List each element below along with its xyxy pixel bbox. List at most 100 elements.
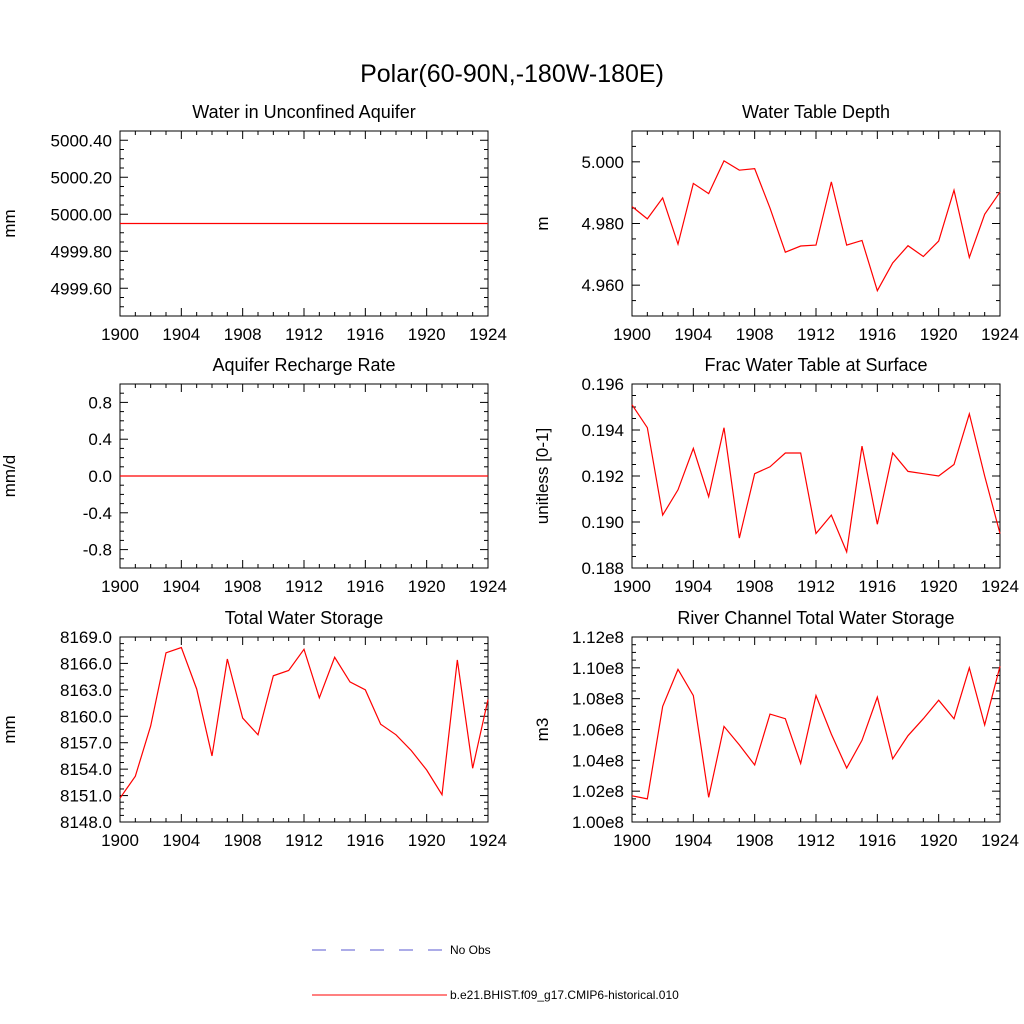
- x-tick-label: 1924: [981, 831, 1019, 850]
- x-tick-label: 1924: [981, 577, 1019, 596]
- x-tick-label: 1900: [101, 577, 139, 596]
- x-tick-label: 1908: [736, 325, 774, 344]
- y-tick-label: 1.10e8: [572, 659, 624, 678]
- x-tick-label: 1904: [674, 325, 712, 344]
- plot-frame: [631, 383, 1001, 569]
- x-tick-label: 1924: [469, 577, 507, 596]
- y-axis-label: mm: [0, 715, 19, 743]
- legend-obs-label: No Obs: [450, 943, 491, 957]
- series-line: [631, 665, 1001, 800]
- y-tick-label: 1.02e8: [572, 782, 624, 801]
- x-tick-label: 1912: [285, 831, 323, 850]
- y-axis-label: m3: [533, 718, 552, 742]
- y-tick-label: 8157.0: [60, 734, 112, 753]
- chart-panel-6: River Channel Total Water Storage 1900 190…: [533, 608, 1019, 850]
- x-tick-label: 1920: [920, 325, 958, 344]
- y-tick-label: 8160.0: [60, 707, 112, 726]
- y-tick-label: 4.980: [581, 215, 624, 234]
- chart-panel-2: Water Table Depth 1900 1904 1908 1912 1916 192…: [533, 102, 1019, 344]
- y-tick-label: 0.190: [581, 513, 624, 532]
- chart-panel-4: Frac Water Table at Surface 1900 1904 1908 1…: [533, 355, 1019, 596]
- y-tick-label: 8163.0: [60, 681, 112, 700]
- x-tick-label: 1900: [613, 577, 651, 596]
- panel-title: Water in Unconfined Aquifer: [192, 102, 415, 122]
- y-axis-label: unitless [0-1]: [533, 428, 552, 524]
- y-tick-label: 8166.0: [60, 654, 112, 673]
- x-tick-label: 1920: [408, 577, 446, 596]
- y-tick-label: 5000.40: [51, 131, 112, 150]
- chart-panel-3: Aquifer Recharge Rate 1900 1904 1908 1912 191…: [0, 355, 507, 596]
- x-tick-label: 1908: [736, 831, 774, 850]
- y-tick-label: 8169.0: [60, 628, 112, 647]
- x-tick-label: 1916: [346, 831, 384, 850]
- y-tick-label: 4999.80: [51, 242, 112, 261]
- y-tick-label: 0.194: [581, 421, 624, 440]
- y-axis-label: m: [533, 216, 552, 230]
- x-tick-label: 1908: [224, 577, 262, 596]
- figure-title: Polar(60-90N,-180W-180E): [360, 60, 664, 88]
- y-tick-label: -0.4: [83, 504, 112, 523]
- y-tick-label: 1.04e8: [572, 751, 624, 770]
- series-line: [119, 646, 489, 799]
- x-tick-label: 1920: [920, 831, 958, 850]
- y-tick-label: 4.960: [581, 276, 624, 295]
- x-tick-label: 1920: [920, 577, 958, 596]
- series-line: [631, 404, 1001, 555]
- y-tick-label: 1.00e8: [572, 813, 624, 832]
- x-tick-label: 1912: [285, 325, 323, 344]
- x-tick-label: 1920: [408, 831, 446, 850]
- x-tick-label: 1924: [469, 325, 507, 344]
- x-tick-label: 1924: [981, 325, 1019, 344]
- y-tick-label: 5000.00: [51, 205, 112, 224]
- panel-title: River Channel Total Water Storage: [677, 608, 954, 628]
- x-tick-label: 1904: [162, 577, 200, 596]
- plot-frame: [631, 636, 1001, 823]
- y-tick-label: 0.188: [581, 559, 624, 578]
- x-tick-label: 1904: [674, 577, 712, 596]
- y-axis-label: mm: [0, 209, 19, 237]
- y-tick-label: 1.08e8: [572, 690, 624, 709]
- y-tick-label: -0.8: [83, 541, 112, 560]
- x-tick-label: 1916: [346, 325, 384, 344]
- y-tick-label: 8154.0: [60, 760, 112, 779]
- x-tick-label: 1900: [101, 831, 139, 850]
- y-tick-label: 8151.0: [60, 787, 112, 806]
- panel-title: Aquifer Recharge Rate: [212, 355, 395, 375]
- chart-panel-5: Total Water Storage 1900 1904 1908 1912 1916 1…: [0, 608, 507, 850]
- y-tick-label: 5.000: [581, 153, 624, 172]
- panel-title: Water Table Depth: [742, 102, 890, 122]
- x-tick-label: 1904: [674, 831, 712, 850]
- x-tick-label: 1924: [469, 831, 507, 850]
- x-tick-label: 1916: [858, 325, 896, 344]
- y-tick-label: 0.196: [581, 375, 624, 394]
- x-tick-label: 1904: [162, 325, 200, 344]
- x-tick-label: 1912: [797, 325, 835, 344]
- x-tick-label: 1904: [162, 831, 200, 850]
- y-tick-label: 4999.60: [51, 279, 112, 298]
- x-tick-label: 1912: [797, 831, 835, 850]
- panel-title: Frac Water Table at Surface: [704, 355, 927, 375]
- y-tick-label: 8148.0: [60, 813, 112, 832]
- x-tick-label: 1916: [346, 577, 384, 596]
- x-tick-label: 1912: [285, 577, 323, 596]
- y-tick-label: 5000.20: [51, 168, 112, 187]
- x-tick-label: 1908: [224, 831, 262, 850]
- y-tick-label: 0.4: [88, 430, 112, 449]
- x-tick-label: 1920: [408, 325, 446, 344]
- legend-model-label: b.e21.BHIST.f09_g17.CMIP6-historical.010: [450, 988, 679, 1002]
- y-tick-label: 0.0: [88, 467, 112, 486]
- x-tick-label: 1912: [797, 577, 835, 596]
- series-line: [631, 160, 1001, 293]
- x-tick-label: 1900: [101, 325, 139, 344]
- y-tick-label: 1.06e8: [572, 721, 624, 740]
- x-tick-label: 1900: [613, 831, 651, 850]
- panels: Water in Unconfined Aquifer 1900 1904 1908 1…: [0, 102, 1019, 850]
- y-tick-label: 0.8: [88, 393, 112, 412]
- x-tick-label: 1908: [736, 577, 774, 596]
- x-tick-label: 1908: [224, 325, 262, 344]
- x-tick-label: 1916: [858, 577, 896, 596]
- plot-frame: [631, 130, 1001, 317]
- y-axis-label: mm/d: [0, 455, 19, 498]
- y-tick-label: 1.12e8: [572, 628, 624, 647]
